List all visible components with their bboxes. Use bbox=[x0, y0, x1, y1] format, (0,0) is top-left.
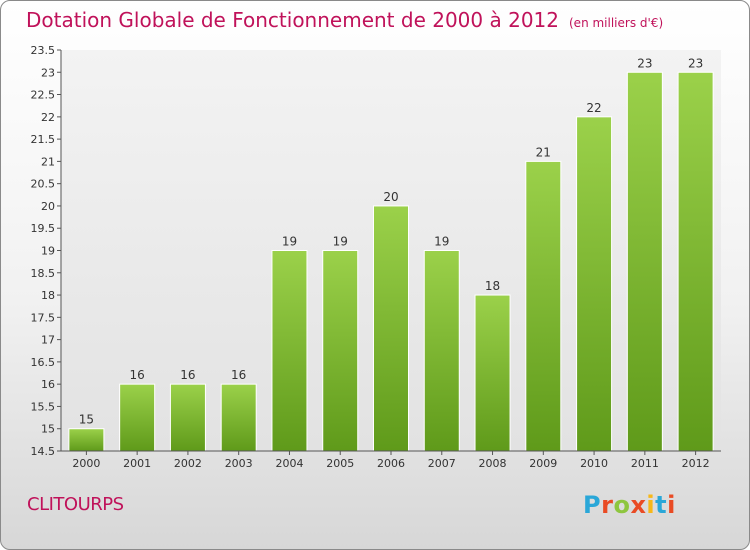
chart-title: Dotation Globale de Fonctionnement de 20… bbox=[26, 8, 663, 32]
y-tick-label: 16.5 bbox=[31, 356, 56, 369]
bar bbox=[474, 294, 511, 452]
bar-value-label: 15 bbox=[79, 413, 94, 427]
logo-letter: r bbox=[601, 491, 614, 519]
bar bbox=[423, 250, 460, 452]
logo-letter: i bbox=[667, 491, 676, 519]
y-tick-label: 15.5 bbox=[31, 400, 56, 413]
commune-name: CLITOURPS bbox=[27, 494, 124, 515]
bar-value-label: 22 bbox=[586, 101, 601, 115]
logo-letter: t bbox=[655, 491, 668, 519]
x-tick-label: 2012 bbox=[682, 457, 710, 470]
logo-letter: o bbox=[613, 491, 631, 519]
bar bbox=[576, 116, 613, 452]
bar bbox=[322, 250, 359, 452]
logo-letter: x bbox=[630, 491, 647, 519]
proxiti-logo: Proxiti bbox=[583, 491, 676, 519]
y-tick-label: 19 bbox=[41, 245, 55, 258]
x-tick-label: 2004 bbox=[275, 457, 303, 470]
y-tick-label: 18 bbox=[41, 289, 55, 302]
bar-value-label: 16 bbox=[231, 368, 246, 382]
bar bbox=[271, 250, 308, 452]
bar-value-label: 16 bbox=[130, 368, 145, 382]
y-tick-label: 17.5 bbox=[31, 311, 56, 324]
x-tick-label: 2005 bbox=[326, 457, 354, 470]
bar bbox=[373, 205, 409, 452]
x-tick-label: 2006 bbox=[377, 457, 405, 470]
y-tick-label: 23.5 bbox=[31, 44, 56, 57]
bar bbox=[626, 71, 663, 452]
bar bbox=[119, 383, 156, 452]
bar-value-label: 18 bbox=[485, 279, 500, 293]
bar-value-label: 16 bbox=[180, 368, 195, 382]
logo-letter: i bbox=[646, 491, 656, 519]
x-tick-label: 2001 bbox=[123, 457, 151, 470]
y-tick-label: 18.5 bbox=[31, 267, 56, 280]
x-tick-label: 2008 bbox=[479, 457, 507, 470]
x-tick-label: 2011 bbox=[631, 457, 659, 470]
x-tick-label: 2000 bbox=[72, 457, 100, 470]
bar bbox=[220, 383, 257, 452]
bar bbox=[525, 160, 562, 452]
y-tick-label: 15 bbox=[41, 423, 55, 436]
logo-letter: P bbox=[583, 491, 602, 519]
bar bbox=[677, 71, 714, 452]
y-tick-label: 20 bbox=[41, 200, 55, 213]
bar-value-label: 23 bbox=[637, 56, 652, 70]
x-tick-label: 2007 bbox=[428, 457, 456, 470]
y-tick-label: 17 bbox=[41, 334, 55, 347]
x-tick-label: 2003 bbox=[225, 457, 253, 470]
bar bbox=[169, 383, 206, 452]
y-tick-label: 22 bbox=[41, 111, 55, 124]
x-tick-label: 2010 bbox=[580, 457, 608, 470]
bar-value-label: 20 bbox=[383, 190, 398, 204]
y-tick-label: 20.5 bbox=[31, 178, 56, 191]
bar-value-label: 19 bbox=[434, 235, 449, 249]
bar-value-label: 19 bbox=[282, 235, 297, 249]
y-tick-label: 23 bbox=[41, 66, 55, 79]
bar-value-label: 19 bbox=[333, 235, 348, 249]
chart-title-text: Dotation Globale de Fonctionnement de 20… bbox=[26, 8, 559, 32]
bar-value-label: 23 bbox=[688, 56, 703, 70]
bar bbox=[68, 428, 105, 452]
y-tick-label: 21.5 bbox=[31, 133, 56, 146]
y-tick-label: 21 bbox=[41, 155, 55, 168]
bar-value-label: 21 bbox=[536, 145, 551, 159]
y-tick-label: 16 bbox=[41, 378, 55, 391]
x-tick-label: 2009 bbox=[529, 457, 557, 470]
chart-subtitle: (en milliers d'€) bbox=[569, 16, 664, 30]
y-tick-label: 19.5 bbox=[31, 222, 56, 235]
y-tick-label: 14.5 bbox=[31, 445, 56, 458]
x-tick-label: 2002 bbox=[174, 457, 202, 470]
y-tick-label: 22.5 bbox=[31, 89, 56, 102]
